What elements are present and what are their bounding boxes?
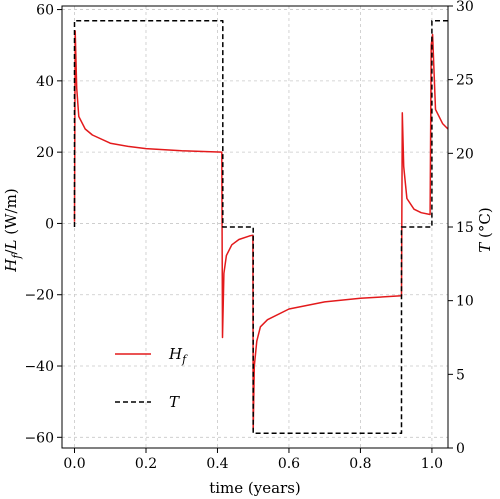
legend: Hf T bbox=[115, 345, 188, 411]
y-right-tick-label: 20 bbox=[456, 146, 474, 162]
y-left-tick-label: 20 bbox=[36, 145, 54, 161]
y-left-tick-label: 60 bbox=[36, 3, 54, 19]
y-right-tick-label: 10 bbox=[456, 294, 474, 310]
y-right-label-text: T (°C) bbox=[476, 207, 494, 252]
y-axis-left: −60 −40 −20 0 20 40 60 bbox=[24, 3, 62, 446]
y-right-tick-label: 0 bbox=[456, 441, 465, 457]
x-tick-label: 0.8 bbox=[349, 456, 371, 472]
y-left-label-text: Hf/L (W/m) bbox=[2, 188, 23, 272]
x-tick-label: 0.2 bbox=[135, 456, 157, 472]
y-axis-right: 0 5 10 15 20 25 30 bbox=[448, 0, 474, 457]
legend-label-hf: Hf bbox=[168, 345, 188, 366]
x-axis: 0.0 0.2 0.4 0.6 0.8 1.0 bbox=[63, 448, 443, 472]
series-layer bbox=[73, 19, 448, 435]
y-left-tick-label: 0 bbox=[45, 216, 54, 232]
x-tick-label: 0.4 bbox=[206, 456, 228, 472]
series-line-t bbox=[73, 19, 448, 435]
x-tick-label: 0.0 bbox=[63, 456, 85, 472]
y-left-tick-label: −40 bbox=[24, 359, 54, 375]
plot-background bbox=[62, 6, 448, 448]
y-right-tick-label: 15 bbox=[456, 220, 474, 236]
x-tick-label: 0.6 bbox=[278, 456, 300, 472]
y-left-tick-label: −60 bbox=[24, 430, 54, 446]
y-left-tick-label: −20 bbox=[24, 288, 54, 304]
y-axis-left-label: Hf/L (W/m) bbox=[2, 188, 23, 272]
y-right-tick-label: 25 bbox=[456, 73, 474, 89]
legend-label-t: T bbox=[169, 393, 180, 411]
y-right-tick-label: 30 bbox=[456, 0, 474, 15]
x-axis-label: time (years) bbox=[209, 479, 301, 497]
y-axis-right-label: T (°C) bbox=[476, 207, 494, 252]
x-tick-label: 1.0 bbox=[421, 456, 443, 472]
y-left-tick-label: 40 bbox=[36, 74, 54, 90]
y-right-tick-label: 5 bbox=[456, 367, 465, 383]
